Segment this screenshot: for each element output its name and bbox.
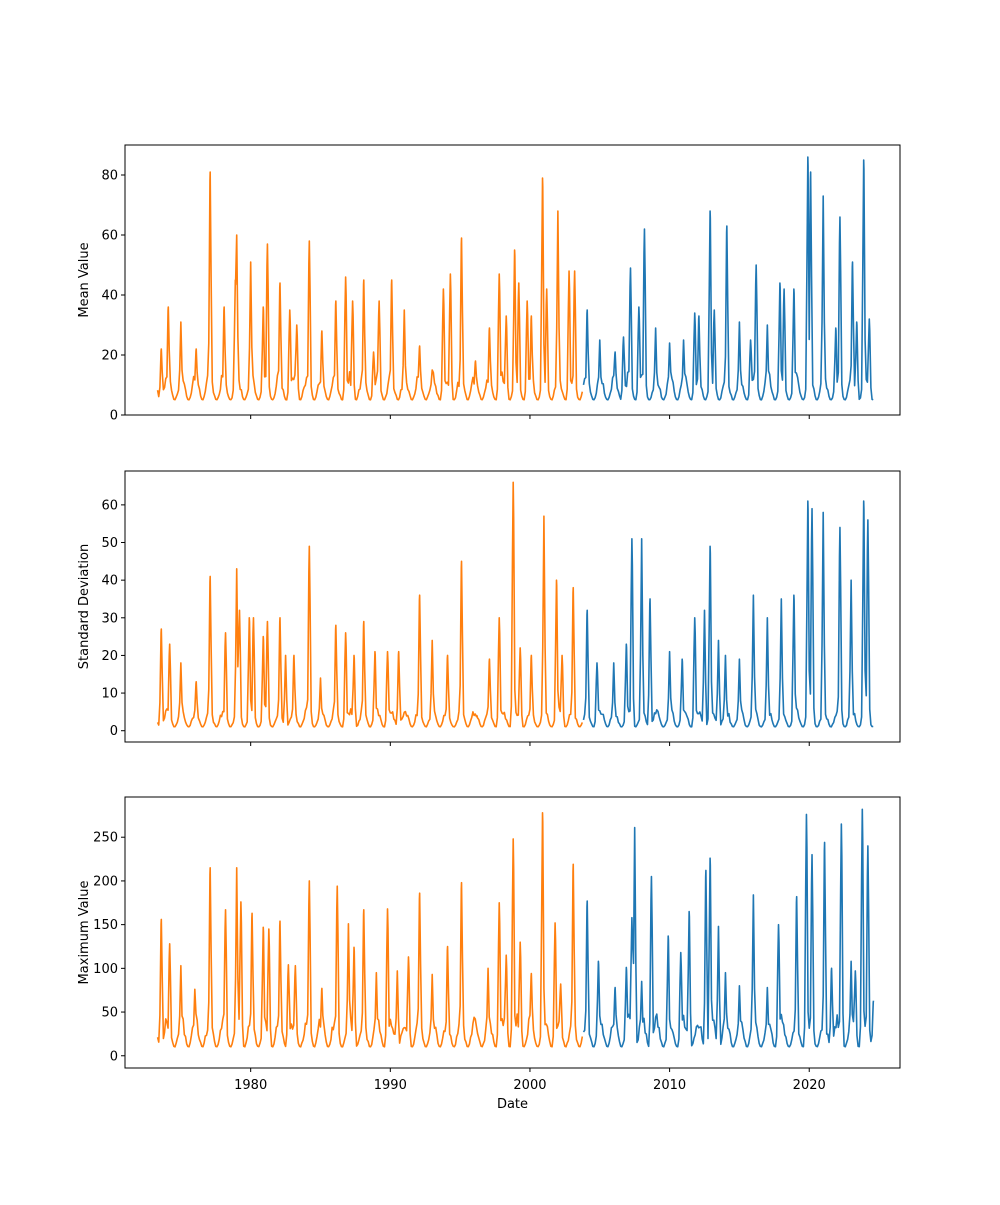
y-tick-label-middle: 60 (101, 498, 118, 513)
y-axis-label-bottom: Maximum Value (77, 881, 92, 985)
y-tick-label-middle: 30 (101, 611, 118, 626)
series-line-bottom-1 (156, 811, 584, 1048)
y-tick-label-bottom: 150 (93, 918, 118, 933)
axes-frame-bottom (124, 796, 901, 1069)
axes-frame-top (124, 144, 901, 416)
x-tick-label-bottom: 2010 (653, 1078, 686, 1093)
y-tick-label-top: 80 (101, 169, 118, 184)
y-tick-label-bottom: 100 (93, 962, 118, 977)
axes-frame-middle (124, 470, 901, 743)
y-tick-label-bottom: 50 (101, 1006, 118, 1021)
y-tick-label-top: 20 (101, 349, 118, 364)
series-line-bottom-2 (582, 808, 875, 1048)
series-line-top-1 (156, 171, 584, 401)
y-tick-label-bottom: 0 (110, 1049, 118, 1064)
series-line-middle-1 (156, 481, 584, 728)
x-tick-label-bottom: 2000 (513, 1078, 546, 1093)
y-axis-label-middle: Standard Deviation (77, 544, 92, 669)
y-tick-label-top: 40 (101, 289, 118, 304)
x-tick-label-bottom: 1990 (374, 1078, 407, 1093)
x-tick-label-bottom: 2020 (793, 1078, 826, 1093)
y-tick-label-middle: 50 (101, 536, 118, 551)
y-tick-label-middle: 0 (110, 724, 118, 739)
y-tick-label-bottom: 200 (93, 874, 118, 889)
y-axis-label-top: Mean Value (77, 242, 92, 317)
y-tick-label-bottom: 250 (93, 831, 118, 846)
series-line-top-2 (582, 156, 874, 401)
y-tick-label-middle: 20 (101, 649, 118, 664)
y-tick-label-top: 60 (101, 229, 118, 244)
y-tick-label-middle: 10 (101, 687, 118, 702)
y-tick-label-middle: 40 (101, 574, 118, 589)
y-tick-label-top: 0 (110, 409, 118, 424)
series-line-middle-2 (582, 500, 874, 728)
x-axis-label-bottom: Date (497, 1097, 528, 1112)
x-tick-label-bottom: 1980 (234, 1078, 267, 1093)
